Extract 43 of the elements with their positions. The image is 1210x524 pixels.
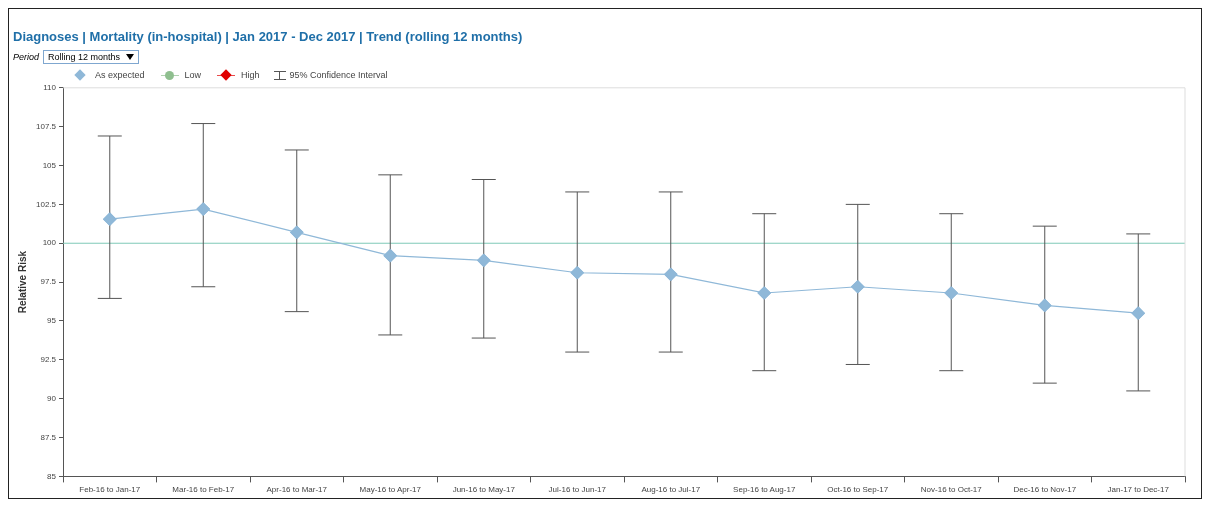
x-tick-label: Nov-16 to Oct-17 — [920, 485, 983, 495]
point — [757, 286, 771, 300]
x-tick-label: Jul-16 to Jun-17 — [548, 485, 607, 495]
x-tick-label: Sep-16 to Aug-17 — [733, 485, 796, 495]
y-tick-label: 107.5 — [35, 121, 57, 131]
legend-label: High — [241, 70, 260, 80]
point — [1038, 298, 1052, 313]
x-tick-label: Jan-17 to Dec-17 — [1107, 485, 1170, 495]
point — [664, 267, 678, 281]
chart-title: Diagnoses | Mortality (in-hospital) | Jan 2017 - Dec 2017 | Trend (rolling 12 months) — [13, 29, 524, 44]
point — [477, 253, 491, 267]
y-tick-label: 90 — [47, 393, 57, 403]
y-axis-title: Relative Risk — [16, 250, 28, 314]
text: Period — [13, 52, 40, 62]
point — [103, 212, 117, 226]
point — [944, 286, 958, 300]
x-tick-label: Dec-16 to Nov-17 — [1013, 485, 1077, 495]
point — [383, 249, 397, 263]
y-tick-label: 92.5 — [40, 355, 57, 365]
y-tick-label: 97.5 — [40, 277, 57, 287]
dropdown-field: Rolling 12 months — [43, 50, 140, 64]
legend-label: Low — [184, 70, 202, 80]
y-tick-label: 87.5 — [40, 432, 57, 442]
x-tick-label: Apr-16 to Mar-17 — [266, 485, 328, 495]
x-tick-label: Mar-16 to Feb-17 — [172, 485, 235, 495]
x-tick-label: Oct-16 to Sep-17 — [827, 485, 889, 495]
y-tick-label: 85 — [47, 471, 57, 481]
x-tick-label: Aug-16 to Jul-17 — [641, 485, 701, 495]
legend-label: As expected — [95, 70, 145, 80]
x-tick-label: May-16 to Apr-17 — [359, 485, 422, 495]
text: 95% Confidence Interval — [289, 70, 388, 80]
point — [851, 280, 865, 294]
point — [570, 266, 584, 280]
y-tick-label: 105 — [42, 160, 57, 170]
point — [290, 225, 304, 239]
x-tick-label: Feb-16 to Jan-17 — [79, 485, 141, 495]
point — [1131, 306, 1145, 320]
x-tick-label: Jun-16 to May-17 — [452, 485, 516, 495]
y-tick-label: 100 — [42, 238, 57, 248]
y-tick-label: 110 — [43, 83, 57, 92]
y-tick-label: 95 — [47, 316, 57, 326]
point — [196, 202, 210, 216]
y-tick-label: 102.5 — [35, 199, 57, 209]
